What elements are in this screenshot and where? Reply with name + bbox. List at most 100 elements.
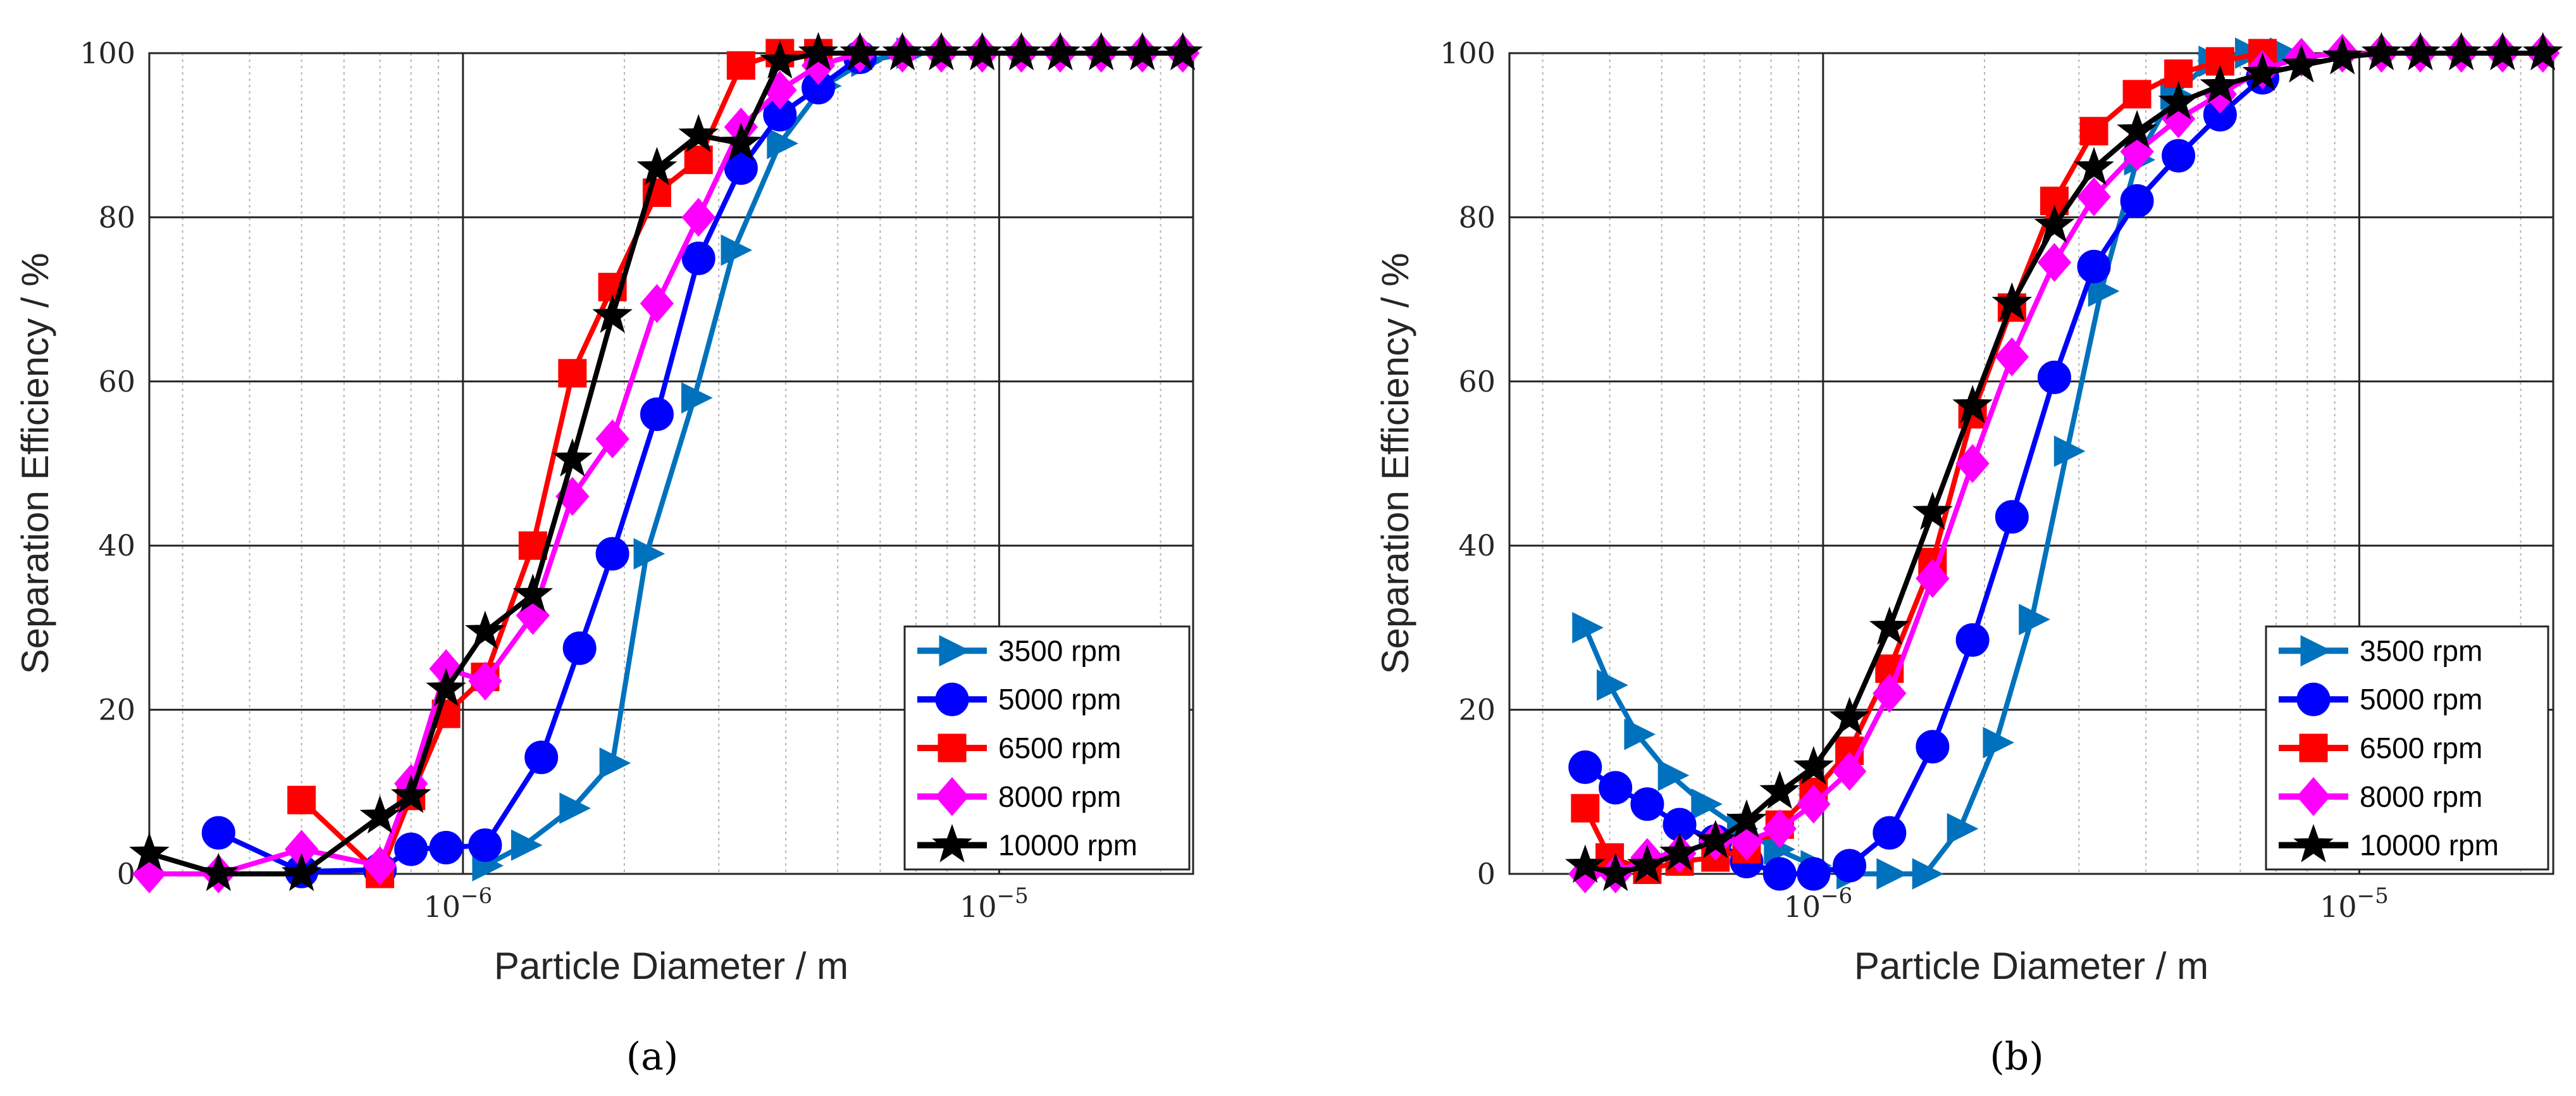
panel-b-data-point-3500-rpm <box>1572 612 1604 644</box>
panel-a-data-point-10000-rpm <box>281 852 322 892</box>
panel-a-data-point-10000-rpm <box>1081 32 1122 71</box>
panel-a-x-tick-label: 10−6 <box>424 883 493 924</box>
panel-a-data-point-5000-rpm <box>201 816 235 850</box>
panel-a-data-point-10000-rpm <box>1162 32 1203 71</box>
panel-b-legend-label-3500-rpm: 3500 rpm <box>2360 634 2482 667</box>
panel-a-legend-marker-5000-rpm <box>935 682 969 716</box>
panel-b-data-point-10000-rpm <box>1759 770 1800 809</box>
panel-a-data-point-10000-rpm <box>1040 32 1081 71</box>
panel-a-legend: 3500 rpm 5000 rpm 6500 rpm 8000 rpm 10000 rp… <box>903 625 1191 871</box>
panel-b-data-point-5000-rpm <box>1762 857 1797 891</box>
panel-a-data-point-10000-rpm <box>678 114 719 153</box>
panel-a-data-point-5000-rpm <box>429 830 463 864</box>
panel-b-data-point-6500-rpm <box>2079 116 2108 146</box>
panel-b-data-point-10000-rpm <box>1952 385 1993 423</box>
panel-a-data-point-8000-rpm <box>640 283 674 323</box>
panel-b-data-point-8000-rpm <box>1832 752 1867 791</box>
panel-a-data-point-3500-rpm <box>633 538 666 570</box>
panel-b-data-point-6500-rpm <box>2122 80 2152 109</box>
panel-b-data-point-10000-rpm <box>1726 799 1767 838</box>
panel-a-y-tick-label: 20 <box>98 693 135 727</box>
panel-a-data-point-10000-rpm <box>465 610 505 649</box>
panel-b-y-tick-label: 100 <box>1440 36 1495 70</box>
panel-b-data-point-8000-rpm <box>1762 809 1797 849</box>
panel-a-data-point-5000-rpm <box>640 397 674 432</box>
panel-b-data-point-10000-rpm <box>2034 204 2075 243</box>
panel-b-y-tick-label: 0 <box>1477 857 1495 891</box>
panel-a-data-point-8000-rpm <box>362 846 397 885</box>
panel-b-data-point-5000-rpm <box>1955 623 1990 657</box>
panel-a-data-point-10000-rpm <box>921 32 962 71</box>
panel-b-data-point-10000-rpm <box>2158 81 2199 120</box>
panel-b-data-point-10000-rpm <box>2482 32 2523 71</box>
panel-a-data-point-5000-rpm <box>394 832 428 866</box>
panel-b-series-10000-rpm <box>1564 32 2563 892</box>
panel-b-data-point-10000-rpm <box>2200 65 2241 104</box>
panel-b-data-point-8000-rpm <box>1797 784 1831 824</box>
panel-b-data-point-3500-rpm <box>1597 669 1628 701</box>
panel-a-y-axis-label: Separation Efficiency / % <box>14 253 56 675</box>
panel-b-data-point-5000-rpm <box>1873 816 1907 850</box>
panel-a-legend-label-10000-rpm: 10000 rpm <box>998 829 1137 862</box>
panel-b-data-point-10000-rpm <box>1793 745 1834 785</box>
panel-b-legend-label-6500-rpm: 6500 rpm <box>2360 732 2482 764</box>
panel-a-data-point-5000-rpm <box>595 537 629 571</box>
panel-a-data-point-10000-rpm <box>636 147 678 185</box>
panel-b-data-point-10000-rpm <box>2074 147 2114 185</box>
panel-a-series-10000-rpm <box>129 32 1203 892</box>
chart-panel-b: 0 20 40 60 80 100 10−6 10−5 Particle Diameter / … <box>1374 32 2563 987</box>
panel-a-legend-label-5000-rpm: 5000 rpm <box>998 683 1121 716</box>
panel-b-data-point-5000-rpm <box>1833 849 1867 883</box>
panel-b-legend-label-10000-rpm: 10000 rpm <box>2360 829 2499 862</box>
panel-b-data-point-5000-rpm <box>1599 771 1633 805</box>
panel-a-legend-marker-8000-rpm <box>935 777 969 816</box>
panel-b-data-point-3500-rpm <box>1912 858 1944 890</box>
panel-a-data-point-8000-rpm <box>681 197 715 237</box>
panel-b-data-point-5000-rpm <box>1568 750 1602 784</box>
panel-b-data-point-3500-rpm <box>1876 858 1908 890</box>
panel-a-x-tick-label: 10−5 <box>960 883 1029 924</box>
panel-b-x-tick-label: 10−6 <box>1784 883 1853 924</box>
panel-a-data-point-5000-rpm <box>562 631 597 665</box>
panel-b-legend-label-8000-rpm: 8000 rpm <box>2360 780 2482 813</box>
panel-b-data-point-3500-rpm <box>2053 435 2086 467</box>
panel-a-data-point-10000-rpm <box>552 438 593 477</box>
chart-panel-a: 0 20 40 60 80 100 10−6 10−5 Particle Diameter / … <box>14 32 1203 987</box>
panel-b-data-point-5000-rpm <box>2162 139 2196 173</box>
panel-a-data-point-10000-rpm <box>390 775 431 813</box>
panel-b-data-point-3500-rpm <box>1691 788 1723 820</box>
panel-a-series-5000-rpm <box>201 40 877 888</box>
panel-b-data-point-10000-rpm <box>1829 697 1870 735</box>
panel-a-data-point-3500-rpm <box>721 234 753 266</box>
panel-b-legend-marker-3500-rpm <box>2300 635 2332 667</box>
panel-b-data-point-10000-rpm <box>2242 52 2283 91</box>
panel-a-data-point-10000-rpm <box>882 32 923 71</box>
panel-b-legend-marker-5000-rpm <box>2296 682 2331 716</box>
panel-b-data-point-10000-rpm <box>2117 109 2157 149</box>
panel-a-data-point-8000-rpm <box>595 419 629 459</box>
panel-a-data-point-3500-rpm <box>559 792 591 825</box>
panel-b-data-point-10000-rpm <box>2281 44 2322 83</box>
panel-b-y-tick-label: 20 <box>1458 693 1495 727</box>
panel-a-y-tick-label: 80 <box>98 200 135 234</box>
panel-a-data-point-10000-rpm <box>839 32 881 71</box>
panel-a-data-point-6500-rpm <box>726 51 755 80</box>
panel-b-data-point-3500-rpm <box>1947 813 1979 845</box>
panel-b-y-axis-label: Separation Efficiency / % <box>1374 253 1416 675</box>
panel-b-y-tick-label: 60 <box>1458 364 1495 399</box>
panel-b-data-point-8000-rpm <box>1916 559 1950 598</box>
panel-a-legend-label-8000-rpm: 8000 rpm <box>998 780 1121 813</box>
panel-b-legend-label-5000-rpm: 5000 rpm <box>2360 683 2482 716</box>
panel-a-legend-marker-6500-rpm <box>938 733 967 763</box>
panel-a-legend-marker-10000-rpm <box>932 824 972 862</box>
panel-b-data-point-8000-rpm <box>1873 673 1907 713</box>
panel-a-data-point-10000-rpm <box>721 122 762 161</box>
caption-a: (a) <box>626 1035 679 1079</box>
panel-b-data-point-8000-rpm <box>2037 242 2072 282</box>
panel-b-data-point-10000-rpm <box>1991 282 2033 321</box>
panel-b-data-point-10000-rpm <box>2322 35 2363 75</box>
panel-b-x-axis-label: Particle Diameter / m <box>1854 945 2208 987</box>
panel-b-data-point-8000-rpm <box>1955 444 1990 483</box>
panel-b-data-point-10000-rpm <box>2522 32 2563 71</box>
